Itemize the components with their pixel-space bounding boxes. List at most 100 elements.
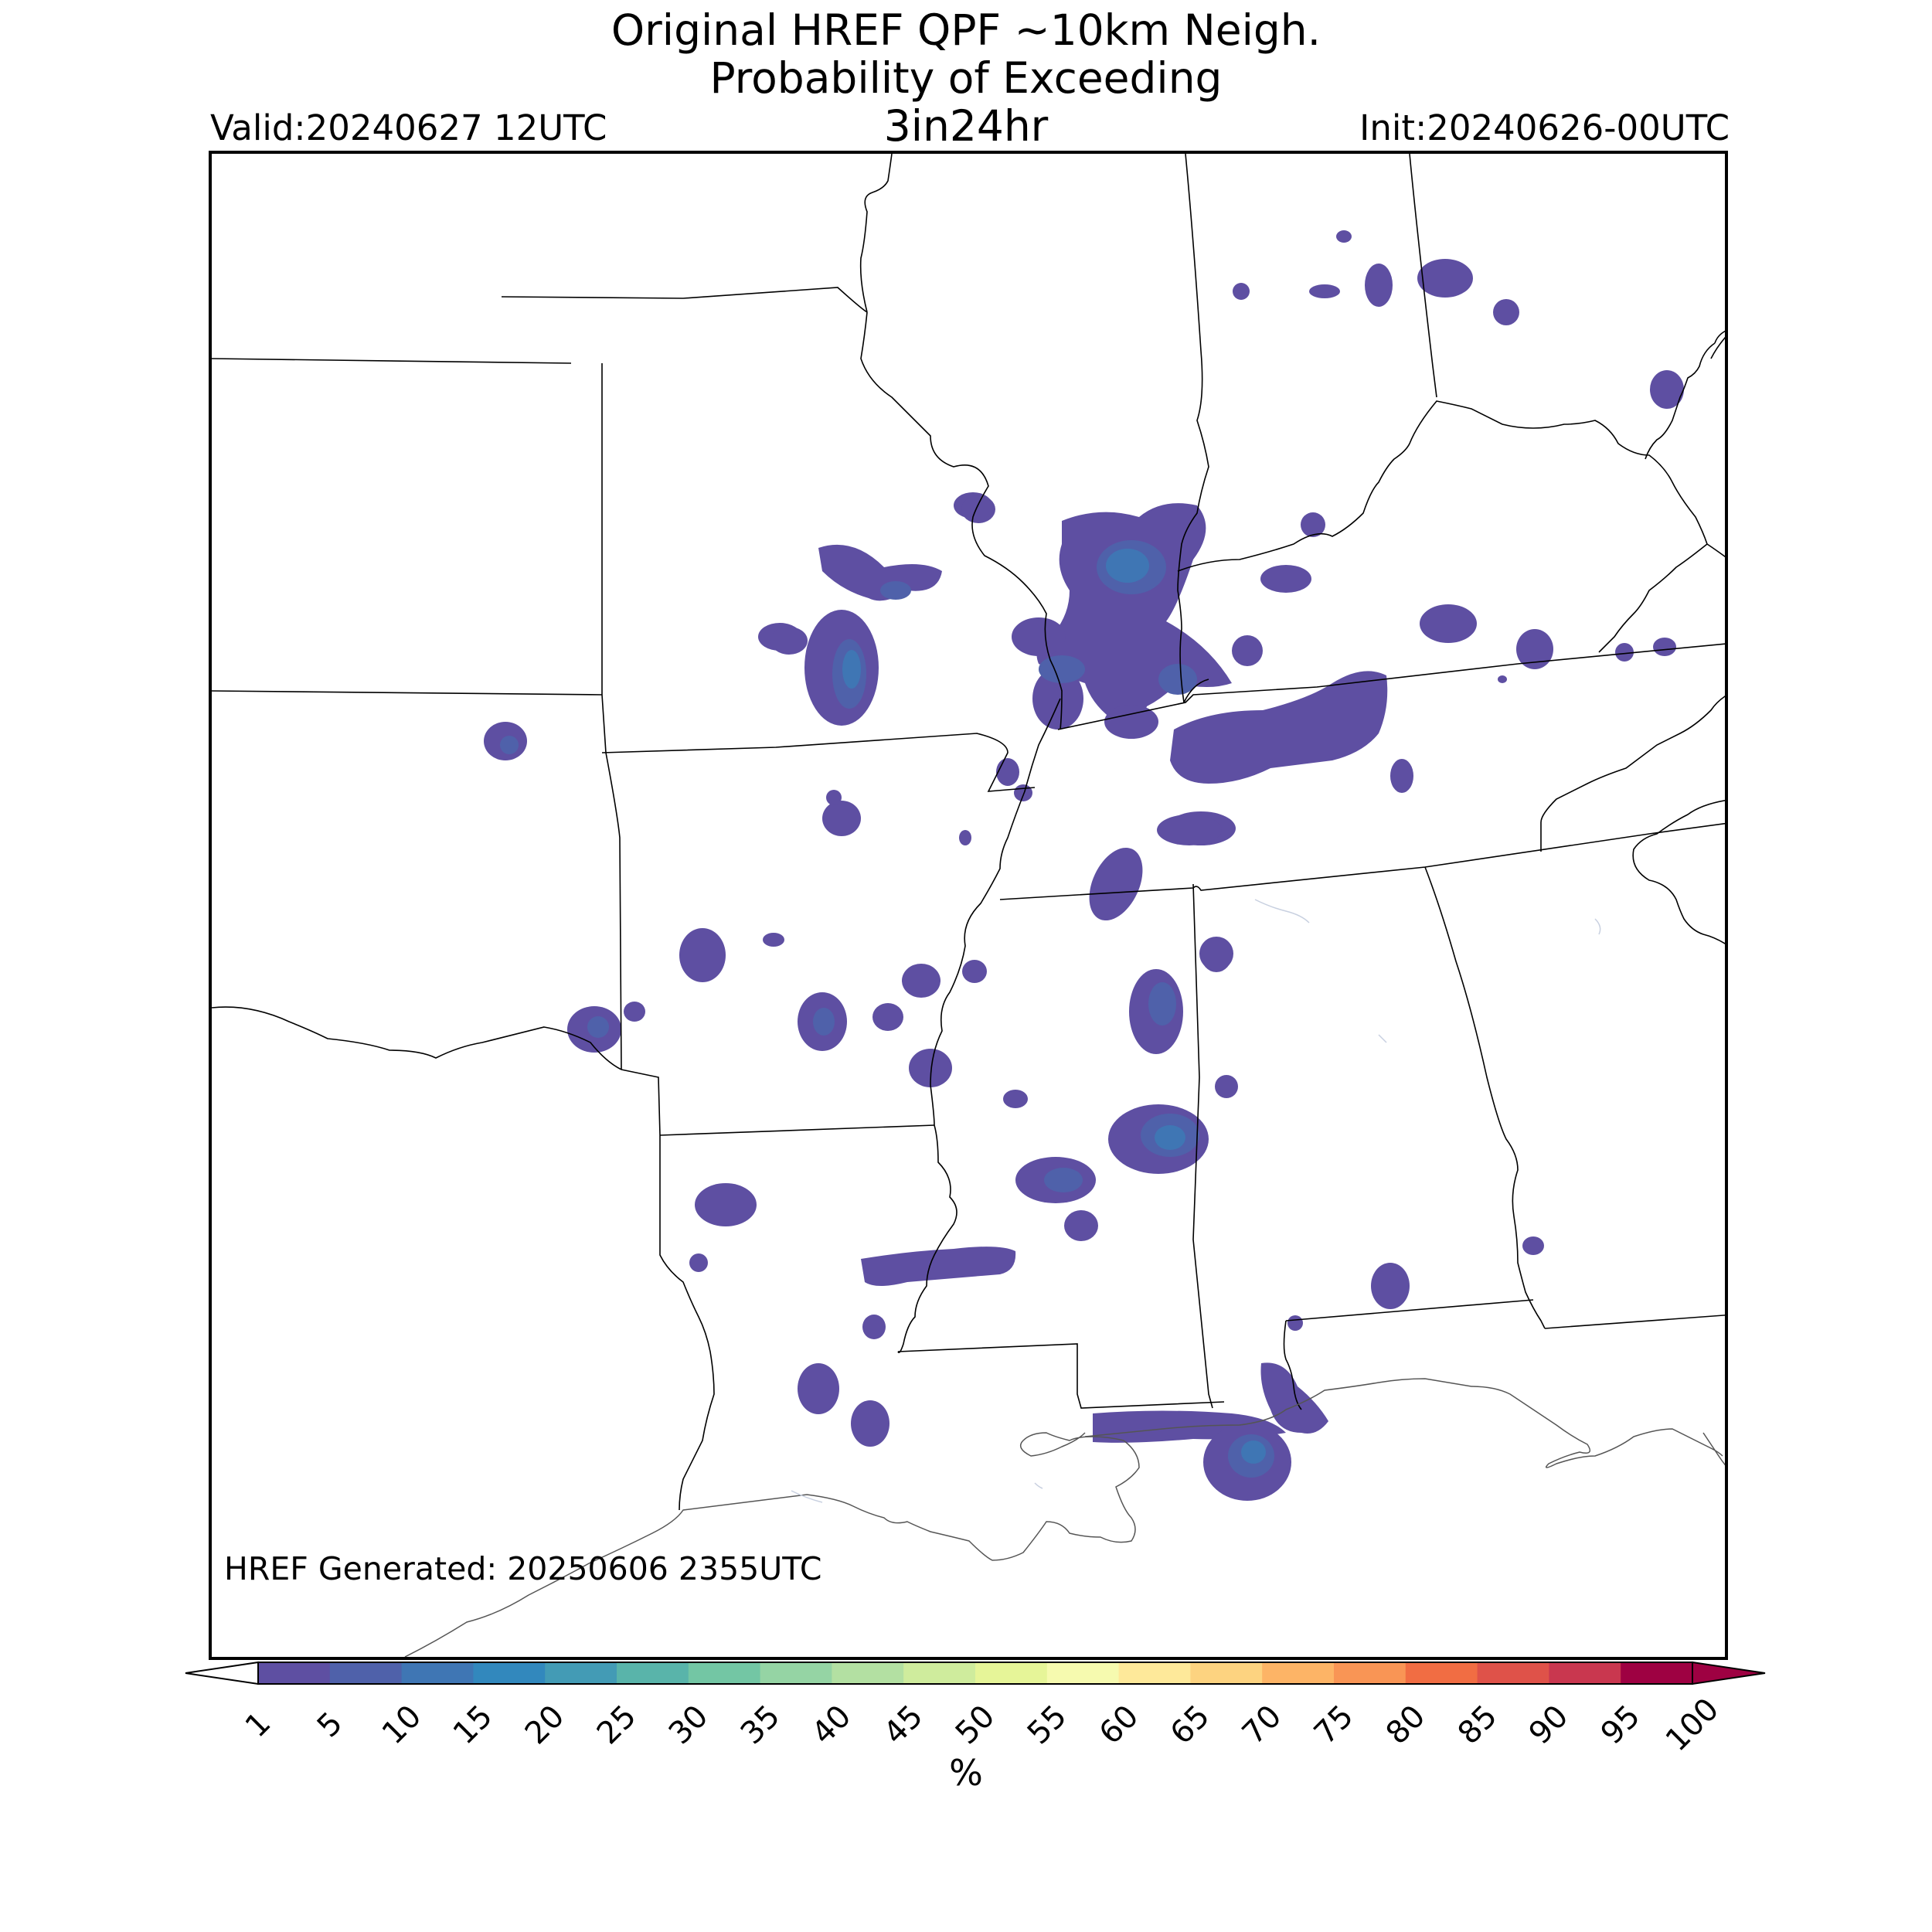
prob-area bbox=[679, 928, 726, 982]
prob-area bbox=[818, 544, 942, 601]
prob-area bbox=[962, 960, 987, 983]
border-oh-wv bbox=[1714, 330, 1725, 344]
colorbar-tick-label: 20 bbox=[518, 1698, 572, 1752]
colorbar-tick-label: 95 bbox=[1594, 1698, 1648, 1752]
prob-area bbox=[1516, 629, 1553, 669]
colorbar-segment bbox=[760, 1662, 832, 1684]
border-ga-al bbox=[1424, 866, 1546, 1329]
map-panel bbox=[209, 151, 1728, 1660]
border-ms-river bbox=[897, 698, 1061, 1354]
colorbar-tick-label: 40 bbox=[805, 1698, 859, 1752]
prob-area bbox=[1106, 549, 1149, 583]
prob-area bbox=[1493, 299, 1519, 325]
colorbar-segment bbox=[1549, 1662, 1621, 1684]
colorbar-tick-label: 45 bbox=[876, 1698, 930, 1752]
border-tx-ok bbox=[212, 1006, 622, 1070]
prob-area bbox=[1232, 635, 1263, 666]
colorbar-segment bbox=[545, 1662, 617, 1684]
border-ga-fl bbox=[1544, 1315, 1725, 1329]
colorbar-segment bbox=[903, 1662, 976, 1684]
colorbar-segment bbox=[1262, 1662, 1335, 1684]
prob-area bbox=[861, 1247, 1016, 1286]
colorbar-segment bbox=[975, 1662, 1048, 1684]
colorbar-tick-label: 55 bbox=[1020, 1698, 1074, 1752]
colorbar-under-arrow bbox=[185, 1661, 259, 1685]
colorbar-tick-label: 85 bbox=[1451, 1698, 1504, 1752]
prob-area bbox=[1170, 671, 1388, 784]
coastline-ms-al bbox=[1084, 1378, 1723, 1468]
colorbar-segment bbox=[1190, 1662, 1263, 1684]
border-il-in bbox=[1177, 154, 1209, 703]
prob-area bbox=[1104, 705, 1158, 739]
prob-area bbox=[822, 801, 861, 836]
colorbar-segment bbox=[1118, 1662, 1191, 1684]
prob-area bbox=[902, 964, 940, 998]
colorbar-tick-label: 80 bbox=[1379, 1698, 1433, 1752]
prob-area bbox=[1522, 1236, 1544, 1255]
colorbar-tick-label: 90 bbox=[1522, 1698, 1576, 1752]
prob-area bbox=[1309, 284, 1340, 298]
prob-area bbox=[1032, 668, 1083, 730]
border-oh-ky bbox=[1177, 400, 1708, 572]
lakes bbox=[791, 899, 1601, 1503]
prob-area bbox=[1365, 264, 1393, 307]
border-mi bbox=[1710, 336, 1725, 359]
probability-areas-10pct bbox=[842, 549, 1266, 1464]
colorbar-tick-label: 10 bbox=[375, 1698, 428, 1752]
border-al-fl bbox=[1285, 1299, 1534, 1321]
prob-area bbox=[1420, 604, 1477, 643]
prob-area bbox=[1157, 815, 1222, 845]
border-ks-ok bbox=[212, 690, 603, 696]
colorbar-segment bbox=[473, 1662, 546, 1684]
colorbar-segment bbox=[1477, 1662, 1549, 1684]
border-ok-mo-ar bbox=[601, 363, 622, 1070]
colorbar-outline bbox=[257, 1662, 1693, 1685]
colorbar-tick-label: 5 bbox=[310, 1705, 350, 1745]
prob-area bbox=[695, 1183, 757, 1226]
prob-area bbox=[587, 1016, 609, 1038]
prob-area bbox=[770, 627, 808, 655]
title-line-3: 3in24hr bbox=[883, 101, 1049, 151]
lake bbox=[1254, 899, 1310, 923]
colorbar-segment bbox=[329, 1662, 403, 1684]
colorbar-tick-label: 15 bbox=[447, 1698, 500, 1752]
colorbar bbox=[185, 1661, 1766, 1685]
colorbar-tick-label: 75 bbox=[1307, 1698, 1361, 1752]
border-ms-al bbox=[1192, 883, 1213, 1409]
prob-area bbox=[1003, 1090, 1028, 1108]
prob-area bbox=[1014, 784, 1032, 801]
border-al-fl-west bbox=[1283, 1320, 1302, 1410]
border-ne-ks bbox=[212, 358, 572, 364]
prob-area bbox=[826, 790, 842, 805]
prob-area bbox=[1199, 937, 1233, 971]
prob-area bbox=[880, 581, 911, 600]
prob-area bbox=[763, 933, 784, 947]
prob-area bbox=[909, 1049, 952, 1087]
prob-area bbox=[1390, 759, 1413, 793]
probability-areas bbox=[484, 230, 1684, 1501]
prob-area bbox=[1498, 675, 1507, 683]
border-il-ky-ohio bbox=[1183, 679, 1209, 703]
init-time-label: Init:20240626-00UTC bbox=[1359, 107, 1730, 148]
border-in-oh bbox=[1409, 154, 1437, 398]
prob-area bbox=[624, 1002, 645, 1022]
colorbar-segments bbox=[258, 1662, 1693, 1684]
border-va-tn bbox=[1540, 696, 1725, 852]
border-tn-south bbox=[999, 822, 1725, 900]
prob-area bbox=[1089, 847, 1143, 921]
prob-area bbox=[1287, 1315, 1303, 1331]
colorbar-over-arrow bbox=[1692, 1661, 1766, 1685]
prob-area bbox=[798, 1363, 839, 1414]
border-nc-tn bbox=[1632, 800, 1725, 944]
colorbar-segment bbox=[401, 1662, 474, 1684]
prob-area bbox=[1615, 643, 1634, 662]
prob-area bbox=[813, 1008, 835, 1036]
prob-area bbox=[996, 758, 1019, 786]
prob-area bbox=[1301, 512, 1325, 537]
prob-area bbox=[1148, 982, 1176, 1026]
colorbar-tick-label: 70 bbox=[1235, 1698, 1289, 1752]
prob-area bbox=[961, 495, 995, 523]
lake bbox=[791, 1490, 823, 1503]
colorbar-segment bbox=[617, 1662, 689, 1684]
colorbar-segment bbox=[688, 1662, 761, 1684]
